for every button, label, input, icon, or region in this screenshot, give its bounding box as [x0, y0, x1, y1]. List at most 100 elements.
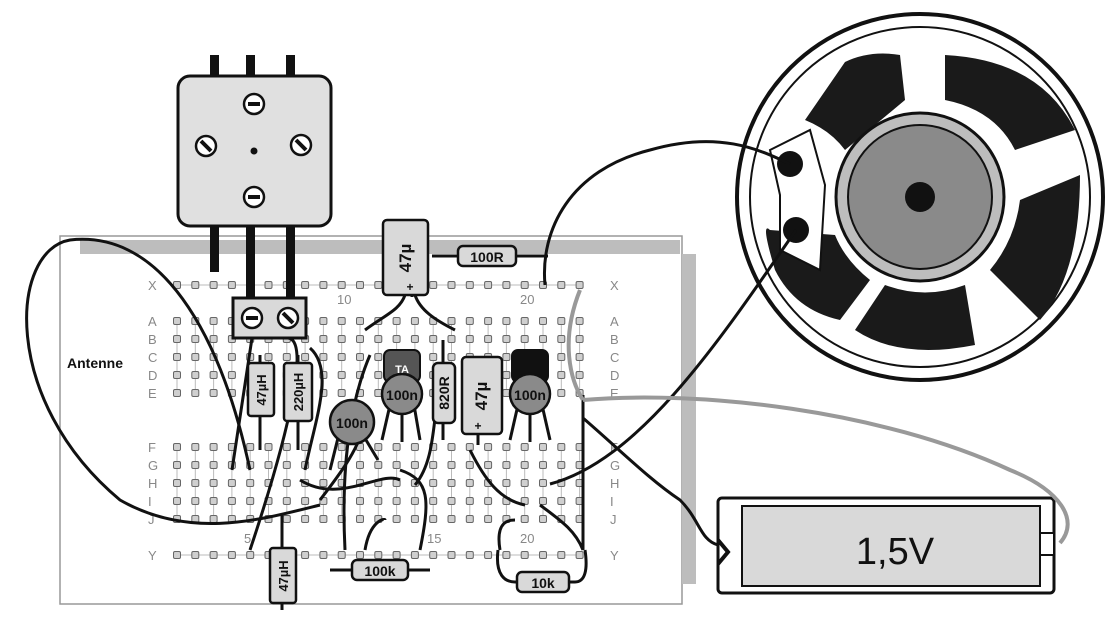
- speaker: [735, 12, 1105, 382]
- breadboard-hole: [319, 353, 328, 361]
- resistor-10k: 10k: [495, 549, 588, 594]
- breadboard-hole: [520, 515, 529, 523]
- breadboard-hole: [465, 443, 474, 451]
- row-label: A: [148, 314, 157, 329]
- breadboard-hole: [557, 497, 566, 505]
- breadboard-hole: [282, 353, 291, 361]
- breadboard-hole: [484, 335, 493, 343]
- breadboard-hole: [484, 497, 493, 505]
- breadboard-hole: [575, 371, 584, 379]
- breadboard-hole: [447, 515, 456, 523]
- inductor-220uh: 220µH: [282, 355, 314, 450]
- resistor-100k: 100k: [330, 558, 430, 582]
- row-labels-left: X A B C D E F G H I J Y: [148, 278, 158, 563]
- breadboard-hole: [392, 443, 401, 451]
- breadboard-hole: [227, 353, 236, 361]
- breadboard-hole: [539, 551, 547, 559]
- breadboard-hole: [484, 317, 493, 325]
- breadboard-hole: [191, 443, 200, 451]
- row-label: D: [148, 368, 157, 383]
- breadboard-hole: [356, 281, 364, 289]
- breadboard-hole: [539, 317, 547, 325]
- breadboard-hole: [539, 497, 547, 505]
- column-number: 5: [244, 531, 251, 546]
- breadboard-hole: [484, 551, 493, 559]
- row-label: D: [610, 368, 619, 383]
- breadboard-hole: [557, 317, 566, 325]
- breadboard-hole: [173, 371, 181, 379]
- column-numbers: 5 10 15 20 20: [244, 292, 534, 546]
- breadboard-hole: [356, 497, 364, 505]
- breadboard-hole: [301, 353, 310, 361]
- screw-icon: [289, 133, 313, 157]
- breadboard-hole: [191, 389, 200, 397]
- breadboard-hole: [209, 515, 218, 523]
- breadboard-hole: [374, 281, 383, 289]
- row-label: H: [610, 476, 619, 491]
- breadboard-hole: [209, 551, 218, 559]
- transistor-2: 100n: [508, 349, 552, 442]
- row-label: I: [148, 494, 152, 509]
- breadboard-hole: [227, 281, 236, 289]
- breadboard-hole: [337, 335, 346, 343]
- breadboard-hole: [301, 551, 310, 559]
- row-label: A: [610, 314, 619, 329]
- breadboard-hole: [557, 353, 566, 361]
- breadboard-hole: [520, 461, 529, 469]
- breadboard-hole: [264, 353, 273, 361]
- breadboard-hole: [246, 551, 255, 559]
- component-label: 220µH: [291, 373, 306, 412]
- breadboard-hole: [246, 497, 255, 505]
- column-number: 20: [520, 531, 534, 546]
- breadboard-hole: [502, 551, 511, 559]
- breadboard-hole: [557, 461, 566, 469]
- breadboard-hole: [374, 551, 383, 559]
- breadboard-hole: [209, 443, 218, 451]
- resistor-820r: 820R: [431, 340, 457, 440]
- breadboard-hole: [173, 335, 181, 343]
- breadboard-hole: [173, 443, 181, 451]
- breadboard-hole: [447, 281, 456, 289]
- row-label: C: [610, 350, 619, 365]
- component-label: 47µH: [276, 560, 291, 591]
- row-label: E: [148, 386, 157, 401]
- breadboard-hole: [465, 317, 474, 325]
- component-label: 100k: [364, 563, 395, 579]
- breadboard-hole: [539, 515, 547, 523]
- breadboard-hole: [447, 497, 456, 505]
- breadboard-hole: [337, 443, 346, 451]
- breadboard-hole: [356, 353, 364, 361]
- column-number: 15: [427, 531, 441, 546]
- row-label: J: [610, 512, 617, 527]
- breadboard-hole: [520, 317, 529, 325]
- breadboard-hole: [484, 461, 493, 469]
- row-label: X: [148, 278, 157, 293]
- breadboard-hole: [209, 281, 218, 289]
- breadboard-hole: [191, 461, 200, 469]
- breadboard-hole: [429, 479, 438, 487]
- component-label: 100n: [514, 387, 546, 403]
- breadboard-hole: [520, 335, 529, 343]
- breadboard-hole: [227, 479, 236, 487]
- breadboard-hole: [447, 335, 456, 343]
- breadboard-hole: [539, 335, 547, 343]
- transistor-1: TA 100n: [380, 349, 424, 442]
- breadboard-hole: [246, 443, 255, 451]
- breadboard-hole: [429, 515, 438, 523]
- row-label: H: [148, 476, 157, 491]
- breadboard-hole: [392, 497, 401, 505]
- screw-icon: [194, 134, 218, 158]
- breadboard-hole: [356, 461, 364, 469]
- column-number: 10: [337, 292, 351, 307]
- breadboard-hole: [484, 281, 493, 289]
- inductor-47uh-bottom: 47µH: [268, 515, 298, 610]
- breadboard-hole: [575, 335, 584, 343]
- component-label: 820R: [436, 376, 452, 409]
- breadboard-hole: [227, 551, 236, 559]
- breadboard-hole: [392, 461, 401, 469]
- row-label: G: [148, 458, 158, 473]
- breadboard-hole: [502, 335, 511, 343]
- inductor-47uh-left: 47µH: [246, 355, 276, 450]
